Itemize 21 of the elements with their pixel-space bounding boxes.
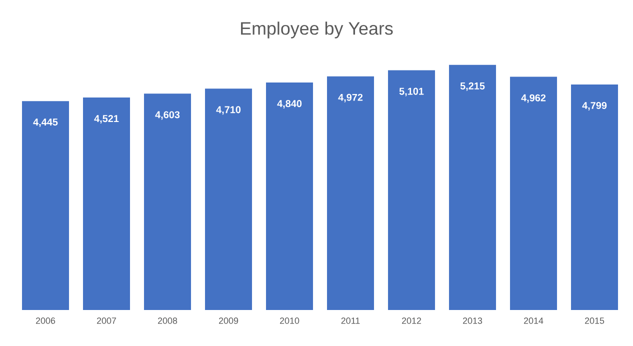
chart-title: Employee by Years [241, 22, 393, 38]
data-label: 5,215 [460, 82, 485, 91]
data-label: 4,972 [338, 94, 363, 102]
data-label: 4,710 [216, 106, 241, 115]
data-label: 4,521 [94, 115, 119, 124]
data-label: 4,799 [582, 102, 607, 110]
x-tick-label: 2014 [524, 318, 544, 324]
x-tick-label: 2013 [462, 318, 482, 324]
x-tick-label: 2007 [96, 318, 116, 324]
x-tick-label: 2008 [158, 318, 178, 324]
x-tick-label: 2015 [584, 318, 604, 324]
data-label: 4,962 [521, 94, 546, 103]
x-tick-label: 2010 [280, 318, 300, 324]
x-tick-label: 2012 [402, 318, 422, 324]
data-label: 4,603 [155, 111, 180, 120]
x-tick-label: 2011 [341, 318, 360, 324]
data-label: 4,840 [277, 100, 302, 109]
data-label: 5,101 [399, 88, 424, 96]
x-tick-label: 2006 [36, 318, 56, 324]
data-label: 4,445 [33, 118, 58, 128]
x-tick-label: 2009 [218, 318, 238, 324]
